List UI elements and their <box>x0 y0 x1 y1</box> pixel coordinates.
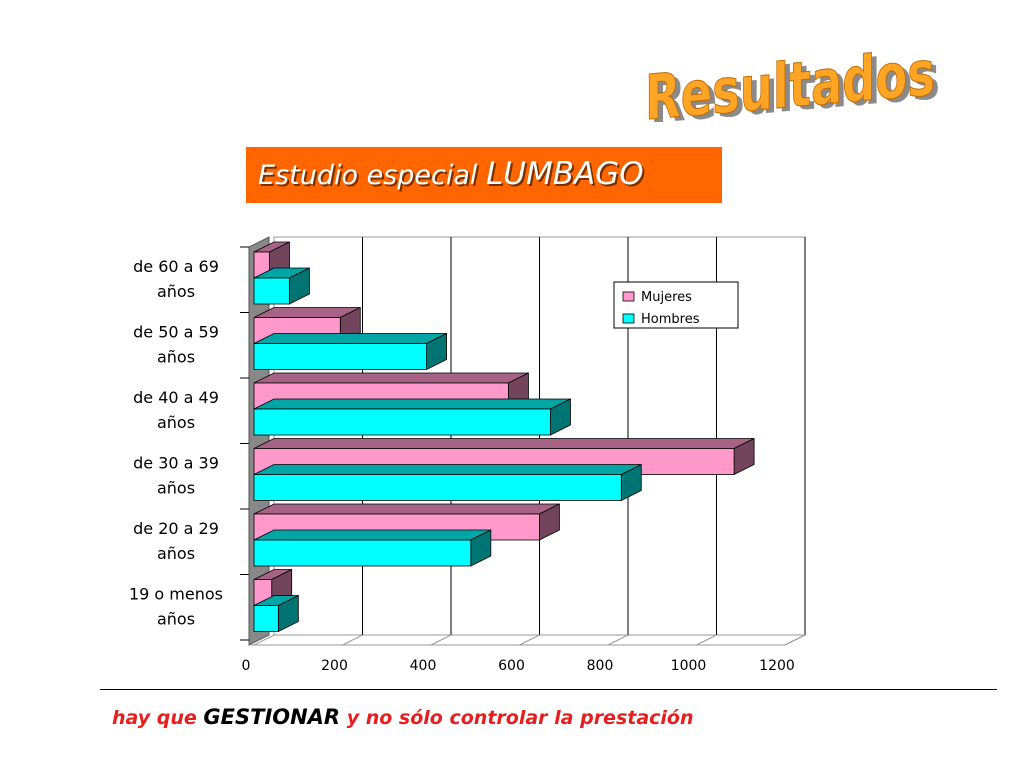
page-title-text: Resultados <box>645 36 935 122</box>
footer-emphasis: GESTIONAR <box>203 705 341 729</box>
page-title: Resultados Resultados <box>645 36 941 122</box>
subtitle-text: Estudio especial LUMBAGO <box>258 156 644 192</box>
gridline-floor <box>784 634 806 646</box>
x-tick-label: 600 <box>498 658 525 674</box>
category-label-line: de 20 a 29 <box>133 519 219 538</box>
legend-label: Hombres <box>641 312 700 327</box>
bar-top-mujeres <box>253 372 529 384</box>
footer-part3: y no sólo controlar la prestación <box>346 707 694 729</box>
gridline-floor <box>607 634 629 646</box>
subtitle-banner: Estudio especial LUMBAGO <box>246 147 722 203</box>
bar-top-mujeres <box>253 438 755 449</box>
gridline-floor <box>430 634 452 646</box>
category-label-line: 19 o menos <box>129 585 223 604</box>
x-tick-label: 1200 <box>759 658 795 674</box>
category-label: de 40 a 49 años <box>133 388 219 432</box>
category-label: de 30 a 39 años <box>133 454 219 498</box>
category-label-line: años <box>157 282 195 301</box>
gridline-floor <box>696 634 717 646</box>
bar-top-hombres <box>253 529 492 541</box>
subtitle-emphasis: LUMBAGO <box>485 156 644 192</box>
category-label: de 50 a 59 años <box>133 323 219 367</box>
legend-swatch <box>622 313 635 324</box>
category-label-line: de 30 a 39 <box>133 454 219 473</box>
x-tick-label: 400 <box>410 658 437 674</box>
bar-top-hombres <box>253 398 571 410</box>
bar-top-hombres <box>253 464 642 475</box>
x-tick-label: 200 <box>321 658 348 674</box>
bar-hombres <box>253 343 427 370</box>
footer-part1: hay que <box>112 707 197 729</box>
bar-hombres <box>253 539 472 567</box>
category-label-line: de 40 a 49 <box>133 388 219 407</box>
bar-top-mujeres <box>253 503 560 515</box>
bar-hombres <box>253 277 290 305</box>
bar-top-hombres <box>253 333 447 344</box>
divider-line <box>100 689 997 690</box>
category-label-line: años <box>157 544 195 563</box>
x-tick-label: 800 <box>587 658 614 674</box>
gridline-floor <box>519 634 540 646</box>
footer-slogan: hay que GESTIONAR y no sólo controlar la… <box>112 705 694 729</box>
bar-hombres <box>253 408 551 436</box>
x-tick-label: 0 <box>242 658 251 674</box>
category-label-line: años <box>157 479 195 498</box>
category-label-line: de 50 a 59 <box>133 323 219 342</box>
gridline-floor <box>253 634 275 646</box>
gridline-floor <box>342 634 363 646</box>
subtitle-prefix: Estudio especial <box>258 160 478 191</box>
category-label-line: años <box>157 610 195 629</box>
category-label-line: de 60 a 69 <box>133 257 219 276</box>
category-label-line: años <box>157 348 195 367</box>
bar-hombres <box>253 605 279 632</box>
bar-hombres <box>253 474 622 501</box>
category-label: 19 o menos años <box>129 585 223 629</box>
chart-legend <box>613 281 739 329</box>
legend-label: Mujeres <box>641 290 692 305</box>
x-tick-label: 1000 <box>671 658 707 674</box>
legend-swatch <box>622 291 635 302</box>
category-label: de 20 a 29 años <box>133 519 219 563</box>
category-label: de 60 a 69 años <box>133 257 219 301</box>
category-label-line: años <box>157 413 195 432</box>
